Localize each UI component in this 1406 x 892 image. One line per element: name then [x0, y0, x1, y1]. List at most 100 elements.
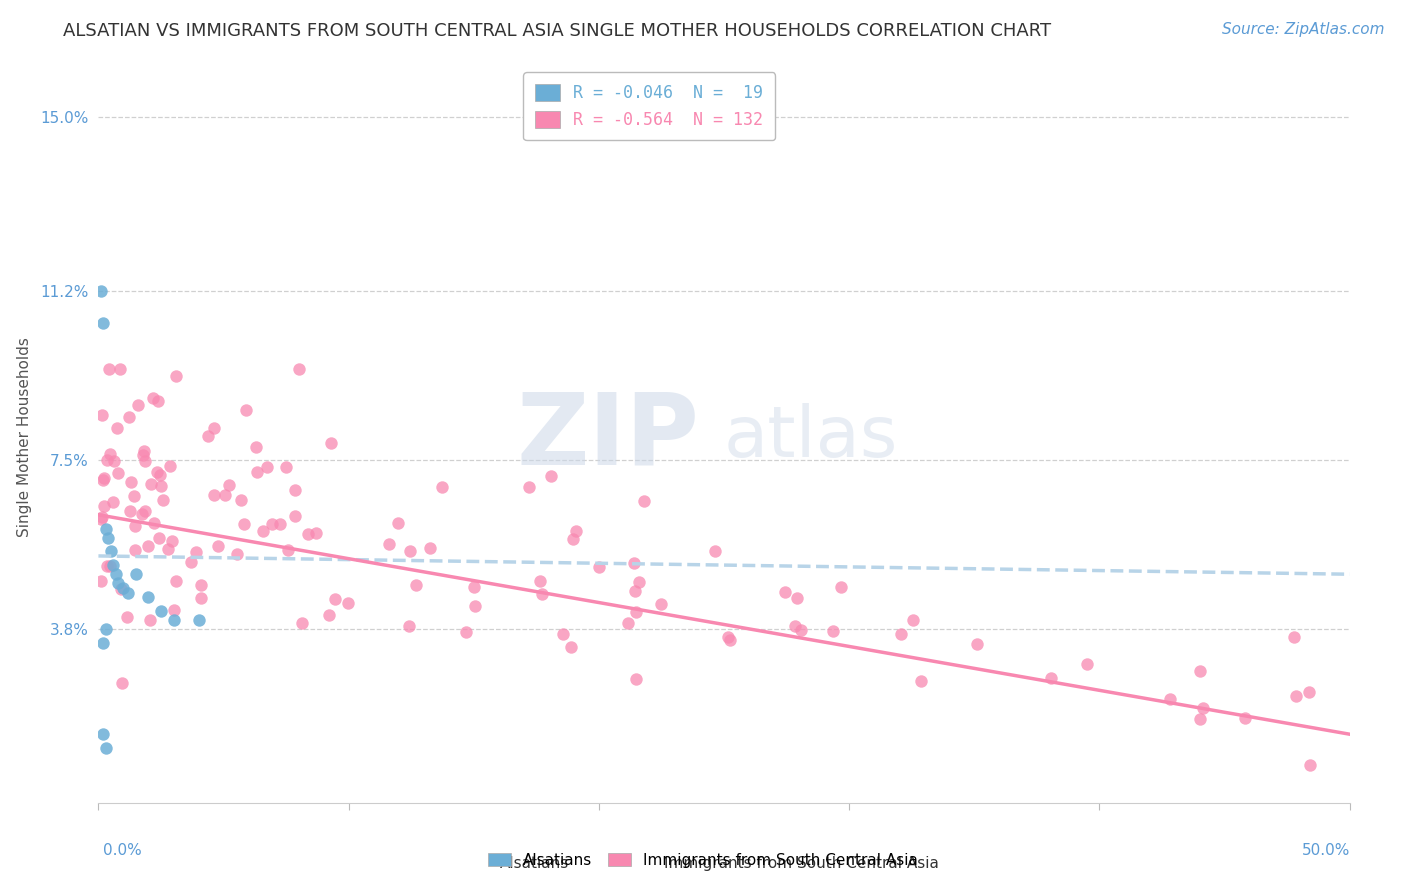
Point — [96, 452, 118, 467]
Point — [319, 435, 342, 450]
Point — [284, 509, 307, 524]
Point — [202, 421, 225, 435]
Point — [118, 504, 141, 518]
Point — [624, 672, 647, 686]
Point — [149, 468, 172, 483]
Point — [96, 558, 118, 573]
Point — [107, 466, 129, 480]
Point — [162, 613, 184, 627]
Point — [387, 516, 409, 530]
Point — [118, 410, 141, 425]
Text: 50.0%: 50.0% — [1302, 843, 1350, 858]
Point — [703, 544, 725, 558]
Point — [90, 408, 112, 422]
Legend: Alsatians, Immigrants from South Central Asia: Alsatians, Immigrants from South Central… — [481, 845, 925, 875]
Point — [207, 539, 229, 553]
Point — [100, 544, 122, 558]
Point — [93, 471, 115, 485]
Point — [125, 567, 148, 582]
Point — [218, 478, 240, 492]
Point — [115, 610, 138, 624]
Text: 0.0%: 0.0% — [103, 843, 142, 858]
Point — [378, 537, 401, 551]
Point — [633, 494, 655, 508]
Point — [146, 394, 169, 409]
Point — [517, 480, 540, 494]
Point — [124, 543, 146, 558]
Point — [405, 578, 427, 592]
Point — [1188, 712, 1211, 726]
Point — [551, 627, 574, 641]
Point — [152, 493, 174, 508]
Point — [90, 574, 112, 588]
Point — [159, 458, 181, 473]
Point — [318, 607, 340, 622]
Point — [398, 618, 420, 632]
Point — [156, 542, 179, 557]
Point — [628, 575, 651, 590]
Point — [291, 615, 314, 630]
Point — [94, 521, 117, 535]
Point — [91, 473, 114, 487]
Point — [890, 627, 912, 641]
Point — [901, 613, 924, 627]
Point — [231, 492, 253, 507]
Text: Immigrants from South Central Asia: Immigrants from South Central Asia — [664, 856, 939, 871]
Point — [617, 615, 640, 630]
Point — [98, 558, 121, 573]
Point — [284, 483, 307, 498]
Point — [165, 574, 187, 588]
Point — [624, 605, 647, 619]
Point — [623, 584, 645, 599]
Point — [160, 533, 183, 548]
Point — [269, 516, 291, 531]
Point — [1299, 757, 1322, 772]
Point — [274, 460, 297, 475]
Point — [718, 632, 741, 647]
Point — [790, 623, 813, 637]
Point — [101, 495, 124, 509]
Point — [225, 547, 247, 561]
Point — [103, 454, 125, 468]
Point — [132, 444, 155, 458]
Point — [138, 590, 160, 604]
Point — [252, 524, 274, 538]
Point — [190, 591, 212, 605]
Point — [97, 361, 120, 376]
Point — [262, 516, 284, 531]
Text: ALSATIAN VS IMMIGRANTS FROM SOUTH CENTRAL ASIA SINGLE MOTHER HOUSEHOLDS CORRELAT: ALSATIAN VS IMMIGRANTS FROM SOUTH CENTRA… — [63, 22, 1052, 40]
Legend: R = -0.046  N =  19, R = -0.564  N = 132: R = -0.046 N = 19, R = -0.564 N = 132 — [523, 72, 775, 140]
Point — [150, 604, 173, 618]
Text: Alsatians: Alsatians — [499, 856, 569, 871]
Point — [1040, 671, 1063, 685]
Point — [93, 727, 115, 741]
Point — [1285, 689, 1308, 703]
Point — [180, 555, 202, 569]
Point — [187, 613, 209, 627]
Point — [131, 508, 153, 522]
Point — [112, 581, 135, 595]
Point — [399, 544, 422, 558]
Point — [830, 580, 852, 594]
Point — [142, 391, 165, 405]
Point — [117, 585, 139, 599]
Point — [562, 532, 585, 546]
Point — [104, 567, 127, 582]
Point — [139, 613, 162, 627]
Point — [148, 531, 170, 545]
Point — [124, 519, 146, 533]
Point — [108, 361, 131, 376]
Point — [1188, 664, 1211, 678]
Point — [560, 640, 582, 655]
Point — [91, 510, 114, 524]
Point — [127, 398, 149, 412]
Point — [90, 512, 112, 526]
Point — [214, 488, 236, 502]
Point — [821, 624, 844, 639]
Point — [105, 421, 128, 435]
Point — [1233, 711, 1256, 725]
Y-axis label: Single Mother Households: Single Mother Households — [17, 337, 32, 537]
Point — [456, 625, 478, 640]
Point — [623, 556, 645, 570]
Text: atlas: atlas — [724, 402, 898, 472]
